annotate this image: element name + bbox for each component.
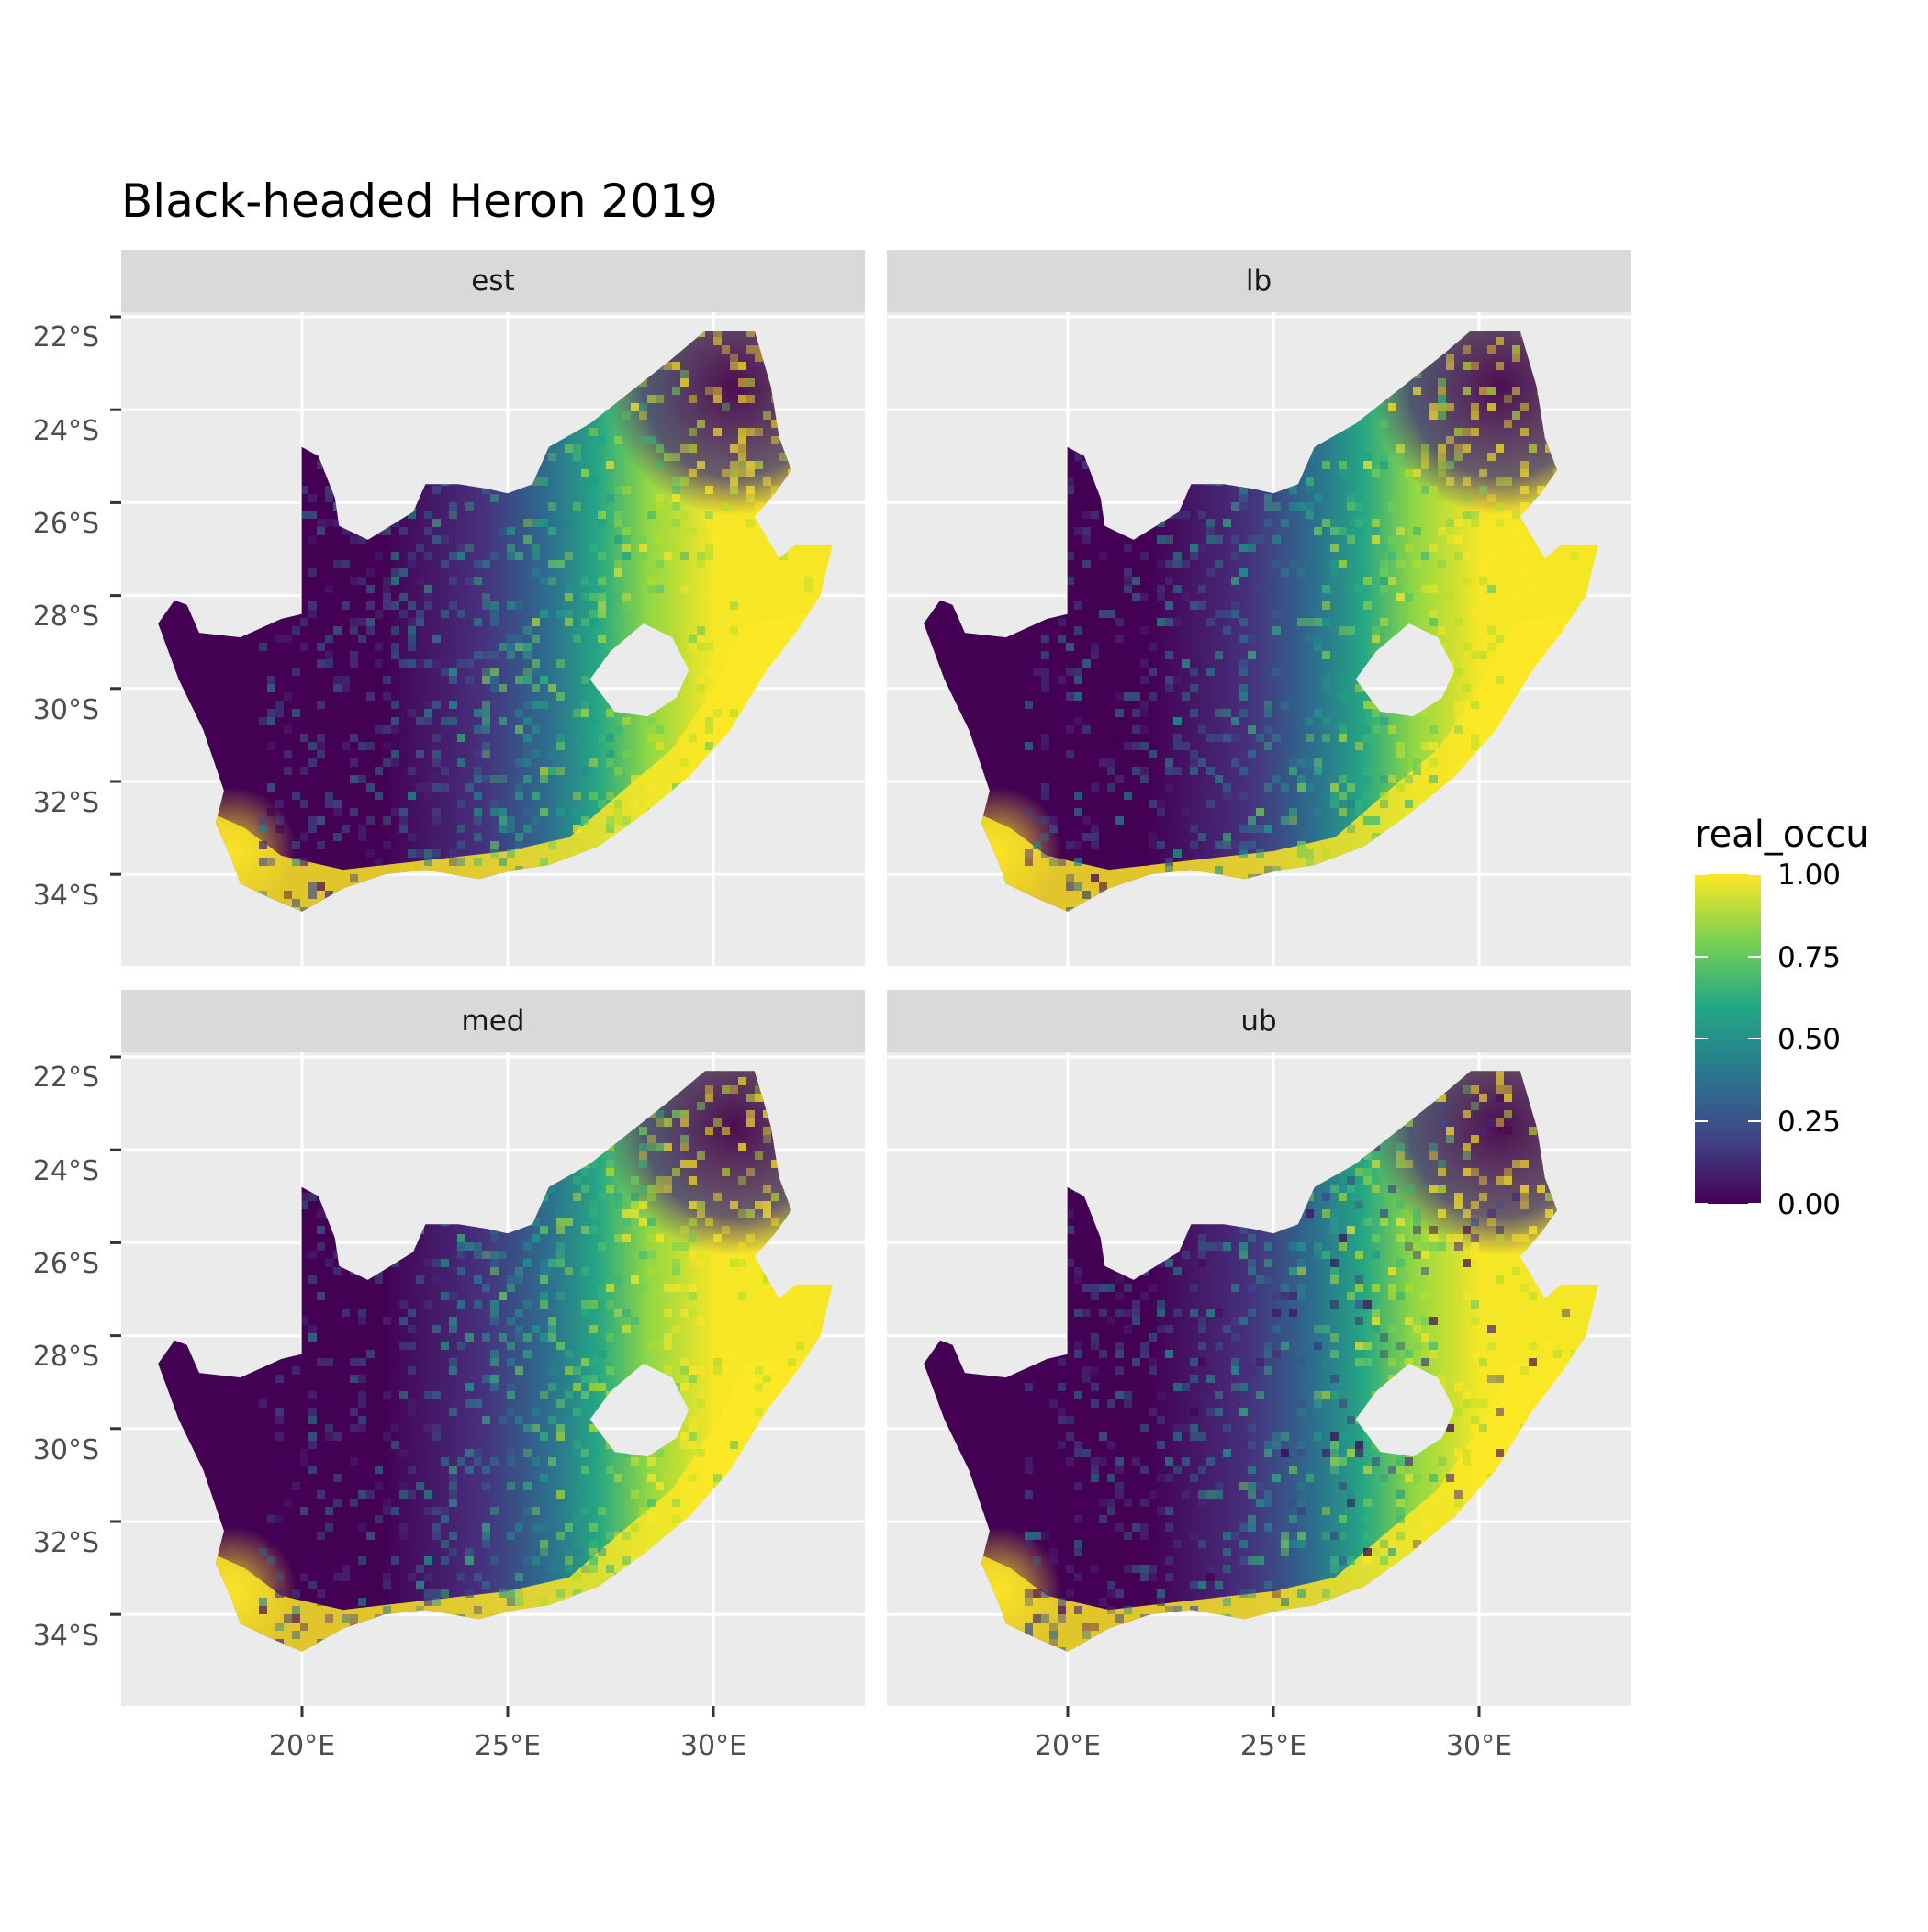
y-tick-label: 30°S bbox=[33, 1434, 99, 1466]
legend-label: 1.00 bbox=[1777, 859, 1841, 892]
y-tick-label: 32°S bbox=[33, 787, 99, 819]
x-tick-label: 25°E bbox=[475, 1730, 541, 1762]
strip-lb bbox=[887, 250, 1631, 312]
strip-label-est: est bbox=[471, 264, 514, 298]
legend: real_occu 1.00 0.75 0.50 0.25 0.00 bbox=[1695, 814, 1869, 1221]
y-tick-label: 22°S bbox=[33, 321, 99, 354]
legend-label: 0.50 bbox=[1777, 1023, 1841, 1056]
y-tick-label: 30°S bbox=[33, 694, 99, 726]
x-tick-label: 30°E bbox=[680, 1730, 746, 1762]
strip-label-med: med bbox=[462, 1005, 525, 1038]
y-tick-label: 24°S bbox=[33, 415, 99, 447]
facet-panel-ub: ub bbox=[887, 990, 1631, 1706]
y-tick-label: 26°S bbox=[33, 508, 99, 540]
legend-label: 0.25 bbox=[1777, 1106, 1841, 1139]
y-tick-label: 28°S bbox=[33, 601, 99, 633]
x-tick-label: 20°E bbox=[269, 1730, 335, 1762]
y-tick-label: 22°S bbox=[33, 1061, 99, 1094]
x-tick-label: 30°E bbox=[1446, 1730, 1512, 1762]
legend-label: 0.75 bbox=[1777, 941, 1841, 974]
legend-ticks bbox=[1695, 873, 1761, 1205]
legend-title: real_occu bbox=[1695, 814, 1869, 856]
plot-title: Black-headed Heron 2019 bbox=[121, 174, 718, 228]
y-tick-label: 24°S bbox=[33, 1155, 99, 1187]
facet-panel-med: med bbox=[121, 990, 865, 1706]
strip-med bbox=[121, 990, 865, 1052]
y-axis-top: 22°S 24°S 26°S 28°S 30°S 32°S 34°S bbox=[33, 321, 99, 912]
y-tick-label: 26°S bbox=[33, 1248, 99, 1280]
y-tick-label: 32°S bbox=[33, 1527, 99, 1559]
y-tick-label: 28°S bbox=[33, 1341, 99, 1373]
y-tick-label: 34°S bbox=[33, 1620, 99, 1652]
x-axis-left: 20°E 25°E 30°E bbox=[269, 1730, 746, 1762]
y-tick-label: 34°S bbox=[33, 880, 99, 912]
facet-panel-lb: lb bbox=[887, 250, 1631, 966]
x-tick-label: 25°E bbox=[1240, 1730, 1306, 1762]
x-tick-label: 20°E bbox=[1035, 1730, 1101, 1762]
strip-label-ub: ub bbox=[1240, 1005, 1276, 1038]
legend-label: 0.00 bbox=[1777, 1188, 1841, 1221]
strip-ub bbox=[887, 990, 1631, 1052]
y-axis-bottom: 22°S 24°S 26°S 28°S 30°S 32°S 34°S bbox=[33, 1061, 99, 1652]
strip-est bbox=[121, 250, 865, 312]
x-axis-right: 20°E 25°E 30°E bbox=[1035, 1730, 1512, 1762]
strip-label-lb: lb bbox=[1246, 264, 1272, 298]
facet-panel-est: est bbox=[121, 250, 865, 966]
